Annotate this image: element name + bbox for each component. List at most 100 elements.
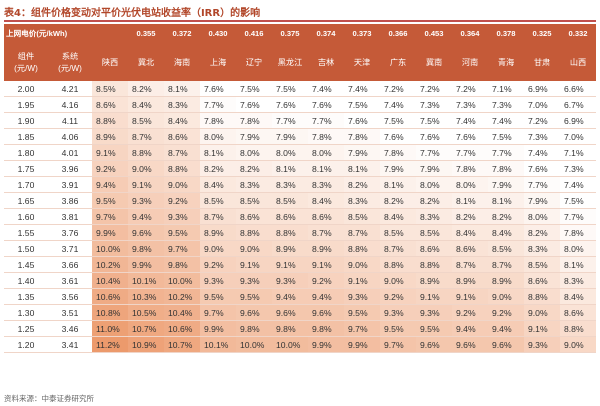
irr-cell: 8.8%	[128, 144, 165, 161]
irr-cell: 9.3%	[236, 272, 273, 289]
irr-cell: 9.0%	[164, 176, 201, 193]
price-cell: 0.375	[272, 24, 309, 42]
irr-cell: 9.4%	[308, 288, 345, 305]
irr-cell: 9.5%	[344, 304, 381, 321]
province-header: 广东	[380, 42, 417, 81]
irr-cell: 8.2%	[488, 208, 525, 225]
irr-cell: 9.7%	[380, 336, 417, 353]
irr-cell: 8.6%	[272, 208, 309, 225]
irr-cell: 7.4%	[488, 112, 525, 129]
irr-cell: 8.1%	[344, 160, 381, 177]
irr-cell: 8.9%	[452, 272, 489, 289]
irr-cell: 8.5%	[524, 256, 561, 273]
table-row: 1.30 3.51 10.8% 10.5% 10.4% 9.7% 9.6% 9.6% 9.6% 9…	[4, 304, 597, 321]
irr-cell: 9.1%	[452, 288, 489, 305]
irr-cell: 8.4%	[128, 96, 165, 113]
irr-cell: 8.2%	[416, 192, 453, 209]
irr-cell: 7.7%	[200, 96, 237, 113]
system-price-cell: 3.76	[48, 224, 93, 241]
irr-cell: 8.6%	[92, 96, 129, 113]
component-price-cell: 2.00	[4, 81, 48, 97]
table-row: 1.70 3.91 9.4% 9.1% 9.0% 8.4% 8.3% 8.3% 8.3% 8.2%…	[4, 176, 597, 193]
irr-cell: 8.8%	[416, 256, 453, 273]
irr-cell: 8.5%	[236, 192, 273, 209]
price-cell: 0.453	[416, 24, 453, 42]
price-spacer	[92, 24, 129, 42]
irr-cell: 9.2%	[452, 304, 489, 321]
irr-cell: 9.3%	[524, 336, 561, 353]
irr-cell: 9.4%	[128, 208, 165, 225]
irr-cell: 8.1%	[200, 144, 237, 161]
component-price-cell: 1.25	[4, 320, 48, 337]
irr-cell: 8.0%	[272, 144, 309, 161]
irr-cell: 8.5%	[92, 81, 129, 97]
system-header: 系统 (元/W)	[48, 42, 93, 81]
irr-cell: 9.0%	[488, 288, 525, 305]
irr-cell: 8.8%	[560, 320, 597, 337]
component-price-cell: 1.90	[4, 112, 48, 129]
price-cell: 0.416	[236, 24, 273, 42]
irr-cell: 8.5%	[272, 192, 309, 209]
irr-cell: 9.2%	[488, 304, 525, 321]
irr-cell: 8.8%	[524, 288, 561, 305]
irr-cell: 7.8%	[344, 128, 381, 145]
irr-cell: 8.6%	[452, 240, 489, 257]
irr-cell: 9.6%	[488, 336, 525, 353]
irr-cell: 7.4%	[560, 176, 597, 193]
title-rule	[4, 20, 596, 22]
system-price-cell: 4.01	[48, 144, 93, 161]
price-label: 上网电价(元/kWh)	[4, 24, 93, 42]
irr-cell: 8.5%	[128, 112, 165, 129]
irr-cell: 9.0%	[380, 272, 417, 289]
irr-cell: 7.1%	[560, 144, 597, 161]
irr-cell: 9.8%	[236, 320, 273, 337]
system-price-cell: 3.41	[48, 336, 93, 353]
irr-cell: 7.9%	[272, 128, 309, 145]
component-price-cell: 1.50	[4, 240, 48, 257]
irr-cell: 9.8%	[272, 320, 309, 337]
irr-cell: 7.5%	[344, 96, 381, 113]
irr-cell: 7.9%	[488, 176, 525, 193]
irr-cell: 9.7%	[92, 208, 129, 225]
irr-cell: 8.9%	[92, 128, 129, 145]
irr-cell: 7.0%	[560, 128, 597, 145]
irr-cell: 9.5%	[380, 320, 417, 337]
irr-cell: 7.5%	[416, 112, 453, 129]
irr-cell: 6.9%	[524, 81, 561, 97]
irr-cell: 9.6%	[272, 304, 309, 321]
province-header: 陕西	[92, 42, 129, 81]
irr-cell: 7.9%	[344, 144, 381, 161]
irr-cell: 6.6%	[560, 81, 597, 97]
irr-cell: 8.0%	[452, 176, 489, 193]
irr-cell: 9.6%	[128, 224, 165, 241]
irr-cell: 8.7%	[128, 128, 165, 145]
irr-cell: 7.8%	[236, 112, 273, 129]
irr-cell: 9.2%	[164, 192, 201, 209]
irr-cell: 8.2%	[200, 160, 237, 177]
irr-cell: 8.6%	[416, 240, 453, 257]
table-row: 1.60 3.81 9.7% 9.4% 9.3% 8.7% 8.6% 8.6% 8.6% 8.5%…	[4, 208, 597, 225]
price-cell: 0.364	[452, 24, 489, 42]
irr-cell: 7.9%	[236, 128, 273, 145]
irr-cell: 7.8%	[488, 160, 525, 177]
table-title: 表4：组件价格变动对平价光伏电站收益率（IRR）的影响	[4, 8, 261, 19]
irr-cell: 8.6%	[560, 304, 597, 321]
irr-cell: 8.7%	[380, 240, 417, 257]
irr-cell: 8.4%	[452, 224, 489, 241]
irr-cell: 10.1%	[128, 272, 165, 289]
irr-cell: 9.5%	[164, 224, 201, 241]
irr-cell: 9.9%	[308, 336, 345, 353]
irr-cell: 8.1%	[560, 256, 597, 273]
irr-cell: 9.4%	[452, 320, 489, 337]
irr-cell: 8.2%	[236, 160, 273, 177]
irr-cell: 7.8%	[200, 112, 237, 129]
price-cell: 0.378	[488, 24, 525, 42]
system-price-cell: 4.21	[48, 81, 93, 97]
component-price-cell: 1.80	[4, 144, 48, 161]
irr-cell: 7.5%	[488, 128, 525, 145]
irr-cell: 9.7%	[164, 240, 201, 257]
irr-cell: 11.2%	[92, 336, 129, 353]
province-header: 冀南	[416, 42, 453, 81]
irr-cell: 10.2%	[92, 256, 129, 273]
table-row: 1.50 3.71 10.0% 9.8% 9.7% 9.0% 9.0% 8.9% 8.9% 8.8…	[4, 240, 597, 257]
